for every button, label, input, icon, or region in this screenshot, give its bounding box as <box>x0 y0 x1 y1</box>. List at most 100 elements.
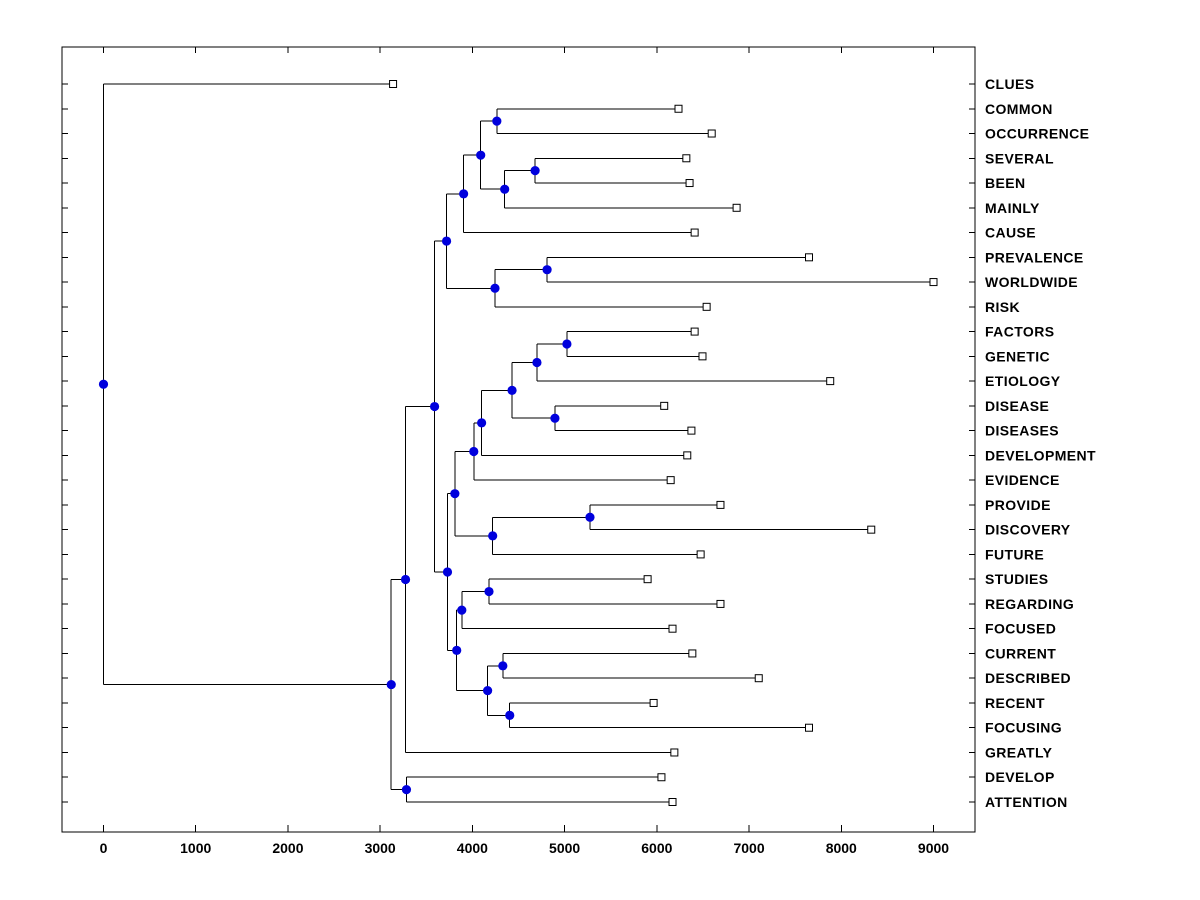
leaf-marker <box>685 179 694 188</box>
leaf-label: DISEASE <box>985 398 1049 414</box>
x-tick-label: 7000 <box>733 840 764 856</box>
leaf-label: REGARDING <box>985 596 1074 612</box>
leaf-label: FUTURE <box>985 546 1044 562</box>
leaf-marker <box>682 154 691 163</box>
leaf-marker <box>649 698 658 707</box>
leaf-marker <box>660 401 669 410</box>
internal-node-marker <box>507 385 517 395</box>
leaf-marker <box>716 500 725 509</box>
leaf-label: CLUES <box>985 76 1034 92</box>
leaf-label: GREATLY <box>985 744 1053 760</box>
leaf-label: COMMON <box>985 101 1053 117</box>
internal-node-marker <box>441 236 452 246</box>
internal-node-marker <box>457 605 467 615</box>
leaf-marker <box>754 674 763 683</box>
leaf-marker <box>732 203 741 212</box>
leaf-marker <box>688 649 697 658</box>
internal-node-marker <box>400 574 411 585</box>
internal-node-marker <box>442 567 453 577</box>
leaf-label: BEEN <box>985 175 1026 191</box>
leaf-label: ATTENTION <box>985 794 1068 810</box>
internal-node-marker <box>550 413 560 423</box>
leaf-marker <box>683 451 692 460</box>
branch-lines <box>103 83 934 803</box>
x-tick-label: 0 <box>100 840 108 856</box>
leaf-label: RISK <box>985 299 1020 315</box>
x-tick-label: 1000 <box>180 840 211 856</box>
leaf-marker <box>929 278 938 287</box>
internal-node-marker <box>530 166 540 176</box>
internal-node-marker <box>459 189 469 199</box>
leaf-label: ETIOLOGY <box>985 373 1061 389</box>
leaf-marker <box>670 748 679 757</box>
leaf-label: DISCOVERY <box>985 522 1071 538</box>
leaf-marker <box>826 377 835 386</box>
leaf-label: WORLDWIDE <box>985 274 1078 290</box>
leaf-marker <box>668 798 677 806</box>
leaf-marker <box>702 302 711 311</box>
internal-node-marker <box>532 357 542 368</box>
internal-node-marker <box>477 418 487 428</box>
internal-node-marker <box>469 446 479 457</box>
leaf-marker <box>867 525 876 534</box>
leaf-label: GENETIC <box>985 348 1050 364</box>
internal-node-marker <box>498 661 508 671</box>
internal-node-marker <box>401 785 412 795</box>
leaf-marker <box>668 624 677 633</box>
x-tick-label: 6000 <box>641 840 672 856</box>
leaf-marker <box>707 129 716 138</box>
internal-node-marker <box>488 531 498 541</box>
leaf-label: OCCURRENCE <box>985 126 1089 142</box>
leaf-marker <box>805 253 813 262</box>
leaf-label: DEVELOP <box>985 769 1055 785</box>
leaf-label: FACTORS <box>985 324 1054 340</box>
leaf-label: EVIDENCE <box>985 472 1060 488</box>
leaf-marker <box>643 575 652 584</box>
x-tick-label: 5000 <box>549 840 580 856</box>
leaf-marker <box>666 476 675 485</box>
internal-node-marker <box>98 379 109 389</box>
internal-node-marker <box>450 489 460 499</box>
markers <box>98 80 938 806</box>
axes <box>61 46 976 833</box>
x-tick-label: 3000 <box>365 840 396 856</box>
leaf-marker <box>687 426 696 435</box>
internal-node-marker <box>452 645 462 655</box>
internal-node-marker <box>490 283 500 293</box>
leaf-label: CURRENT <box>985 645 1056 661</box>
leaf-label: CAUSE <box>985 225 1036 241</box>
leaf-marker <box>805 723 813 732</box>
x-tick-label: 2000 <box>272 840 303 856</box>
leaf-label: PREVALENCE <box>985 249 1084 265</box>
internal-node-marker <box>492 116 502 126</box>
leaf-label: FOCUSING <box>985 720 1062 736</box>
plot-border <box>61 46 976 833</box>
internal-node-marker <box>505 710 515 720</box>
leaf-label: STUDIES <box>985 571 1048 587</box>
leaf-marker <box>690 228 699 237</box>
leaf-label: RECENT <box>985 695 1045 711</box>
leaf-marker <box>657 773 666 782</box>
leaf-label: DEVELOPMENT <box>985 447 1096 463</box>
leaf-label: DISEASES <box>985 423 1059 439</box>
leaf-marker <box>716 599 725 608</box>
leaf-marker <box>696 550 705 559</box>
leaf-label: SEVERAL <box>985 150 1054 166</box>
internal-node-marker <box>484 586 494 597</box>
internal-node-marker <box>500 184 510 194</box>
leaf-marker <box>698 352 707 361</box>
labels: CLUES COMMON OCCURRENCE SEVERAL BEEN MAINLY CA… <box>100 76 1096 856</box>
x-tick-label: 9000 <box>918 840 949 856</box>
internal-node-marker <box>585 512 595 522</box>
internal-node-marker <box>476 150 486 160</box>
internal-node-marker <box>542 265 552 275</box>
internal-node-marker <box>429 401 440 412</box>
leaf-label: FOCUSED <box>985 621 1056 637</box>
leaf-marker <box>690 327 699 336</box>
leaf-label: DESCRIBED <box>985 670 1071 686</box>
leaf-marker <box>674 104 683 113</box>
internal-node-marker <box>562 339 572 349</box>
leaf-label: MAINLY <box>985 200 1040 216</box>
